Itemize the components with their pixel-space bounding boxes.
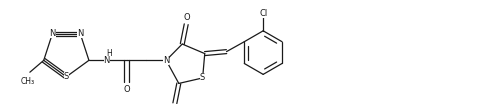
Text: H: H — [106, 49, 112, 58]
Text: N: N — [163, 56, 169, 65]
Text: CH₃: CH₃ — [21, 77, 35, 86]
Text: Cl: Cl — [259, 9, 267, 18]
Text: S: S — [200, 73, 205, 82]
Text: N: N — [77, 29, 83, 38]
Text: O: O — [184, 13, 191, 22]
Text: O: O — [123, 85, 130, 94]
Text: S: S — [64, 72, 69, 81]
Text: N: N — [104, 56, 110, 65]
Text: N: N — [49, 29, 55, 38]
